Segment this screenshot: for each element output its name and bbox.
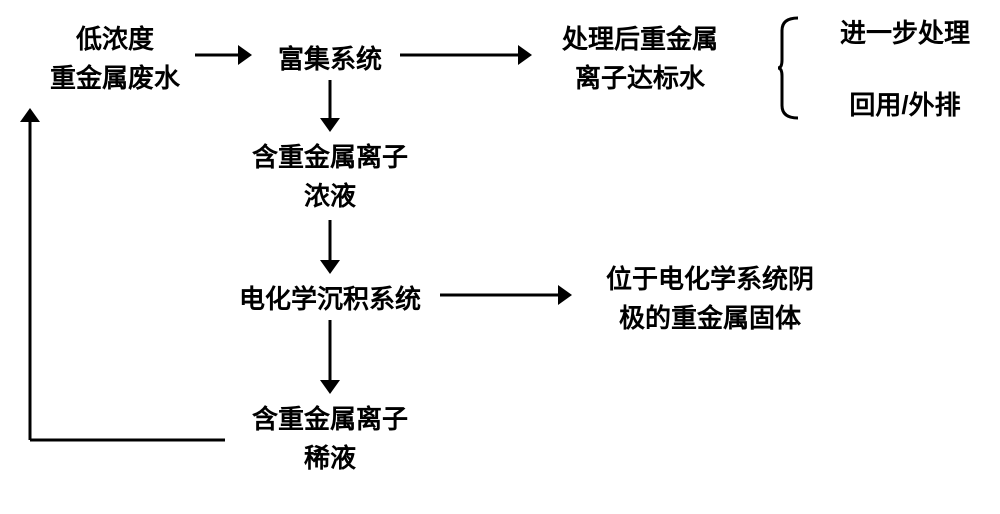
diagram-canvas: 低浓度 重金属废水 富集系统 处理后重金属 离子达标水 进一步处理 回用/外排 …	[0, 0, 1000, 514]
brace-path	[778, 18, 798, 118]
node-cathode: 位于电化学系统阴 极的重金属固体	[580, 260, 840, 338]
node-dilute: 含重金属离子 稀液	[230, 400, 430, 478]
node-opt1: 进一步处理	[820, 14, 990, 53]
node-input: 低浓度 重金属废水	[20, 20, 210, 98]
node-enrich: 富集系统	[255, 40, 405, 79]
node-opt2: 回用/外排	[820, 86, 990, 125]
node-ec: 电化学沉积系统	[225, 280, 435, 319]
brace-icon	[780, 18, 804, 118]
node-conc: 含重金属离子 浓液	[230, 138, 430, 216]
node-treated: 处理后重金属 离子达标水	[540, 20, 740, 98]
